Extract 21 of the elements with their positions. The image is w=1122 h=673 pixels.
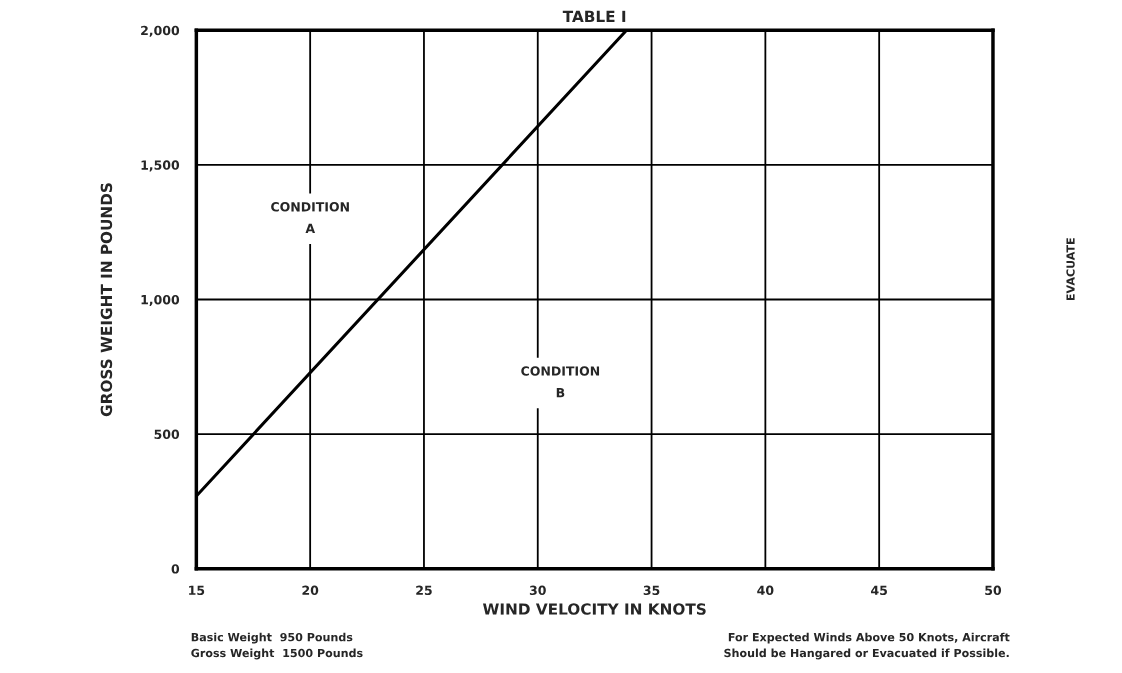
- x-tick-label: 45: [871, 585, 887, 596]
- annotation: CONDITION A: [271, 202, 349, 233]
- y-axis-title: GROSS WEIGHT IN POUNDS: [100, 183, 113, 417]
- annotation: CONDITION B: [521, 366, 600, 398]
- y-tick-label: 500: [154, 429, 180, 440]
- x-axis-title: WIND VELOCITY IN KNOTS: [482, 603, 706, 615]
- x-tick-label: 40: [757, 585, 774, 596]
- y-tick-label: 1,000: [141, 294, 180, 307]
- x-tick-label: 50: [985, 585, 1002, 596]
- chart-title: TABLE I: [562, 10, 626, 22]
- y-tick-label: 0: [171, 564, 180, 574]
- x-tick-label: 35: [643, 585, 660, 596]
- text: For Expected Winds Above 50 Knots, Aircraft Should be Hangared or Evacuated if Possible.: [724, 632, 1010, 660]
- x-tick-label: 30: [529, 585, 546, 596]
- x-tick-label: 25: [416, 585, 432, 596]
- y-tick-label: 2,000: [141, 25, 180, 37]
- x-tick-label: 15: [189, 585, 205, 596]
- text: Basic Weight 950 Pounds Gross Weight 1500 Pounds: [191, 632, 363, 660]
- text: EVACUATE: [1066, 238, 1075, 301]
- y-tick-label: 1,500: [141, 160, 180, 172]
- x-tick-label: 20: [302, 585, 319, 596]
